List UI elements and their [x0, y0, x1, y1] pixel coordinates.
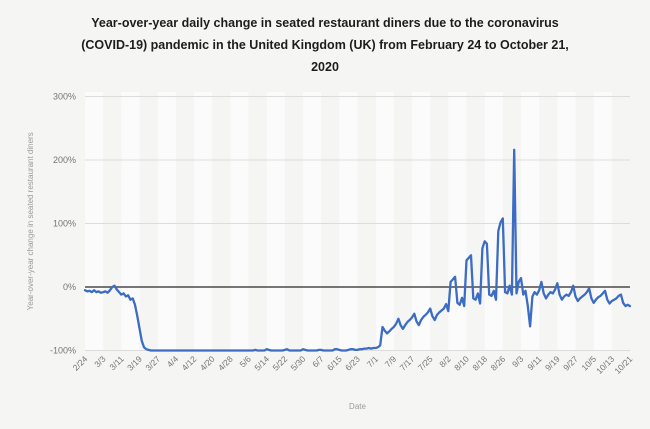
x-tick-label: 4/28 [216, 354, 235, 373]
x-tick-label: 7/25 [416, 354, 435, 373]
y-tick-label: 0% [63, 282, 76, 292]
plot-stripe [266, 92, 285, 351]
x-tick-label: 8/18 [470, 354, 489, 373]
x-tick-label: 3/19 [125, 354, 144, 373]
plot-stripe [375, 92, 394, 351]
plot-stripe [121, 92, 140, 351]
x-tick-label: 10/13 [594, 354, 616, 376]
x-tick-label: 9/19 [543, 354, 562, 373]
x-tick-label: 2/24 [71, 354, 90, 373]
x-tick-label: 10/21 [612, 354, 634, 376]
x-tick-label: 3/11 [107, 354, 126, 373]
plot-stripe [593, 92, 612, 351]
data-line [83, 148, 632, 352]
chart-title-line-1: Year-over-year daily change in seated re… [91, 16, 559, 30]
x-tick-label: 9/11 [525, 354, 544, 373]
y-tick-label: 100% [53, 219, 76, 229]
x-tick-label: 5/30 [289, 354, 308, 373]
plot-stripe [339, 92, 358, 351]
plot-stripe [412, 92, 431, 351]
x-tick-label: 7/1 [365, 354, 381, 370]
x-tick-label: 8/26 [488, 354, 507, 373]
plot-stripe [448, 92, 467, 351]
x-tick-label: 6/7 [310, 354, 326, 370]
plot-stripe [194, 92, 213, 351]
x-tick-label: 4/12 [180, 354, 199, 373]
y-tick-label: 300% [53, 92, 76, 102]
y-tick-label: 200% [53, 155, 76, 165]
plot-stripe [230, 92, 249, 351]
plot-stripe [157, 92, 176, 351]
x-tick-label: 4/4 [165, 354, 181, 370]
x-tick-label: 9/27 [561, 354, 580, 373]
x-tick-label: 9/3 [510, 354, 526, 370]
y-tick-label: -100% [50, 346, 76, 356]
x-axis-title: Date [349, 402, 366, 411]
chart-title: Year-over-year daily change in seated re… [0, 13, 650, 79]
chart-title-line-3: 2020 [311, 59, 339, 74]
chart-title-line-2: (COVID-19) pandemic in the United Kingdo… [81, 37, 569, 52]
plot-stripe [521, 92, 540, 351]
plot-stripe [85, 92, 104, 351]
x-tick-label: 6/15 [325, 354, 344, 373]
y-axis-title: Year-over-year change in seated restaura… [26, 132, 35, 310]
x-tick-label: 8/10 [452, 354, 471, 373]
x-tick-label: 8/2 [437, 354, 453, 370]
plot-stripe [557, 92, 576, 351]
x-tick-label: 5/6 [237, 354, 253, 370]
x-tick-label: 7/9 [383, 354, 399, 370]
x-tick-label: 5/14 [252, 354, 271, 373]
x-tick-label: 7/17 [398, 354, 417, 373]
x-tick-label: 3/3 [92, 354, 108, 370]
x-tick-label: 5/22 [270, 354, 289, 373]
x-tick-label: 3/27 [143, 354, 162, 373]
x-tick-label: 6/23 [343, 354, 362, 373]
x-tick-label: 4/20 [198, 354, 217, 373]
plot-stripe [303, 92, 322, 351]
